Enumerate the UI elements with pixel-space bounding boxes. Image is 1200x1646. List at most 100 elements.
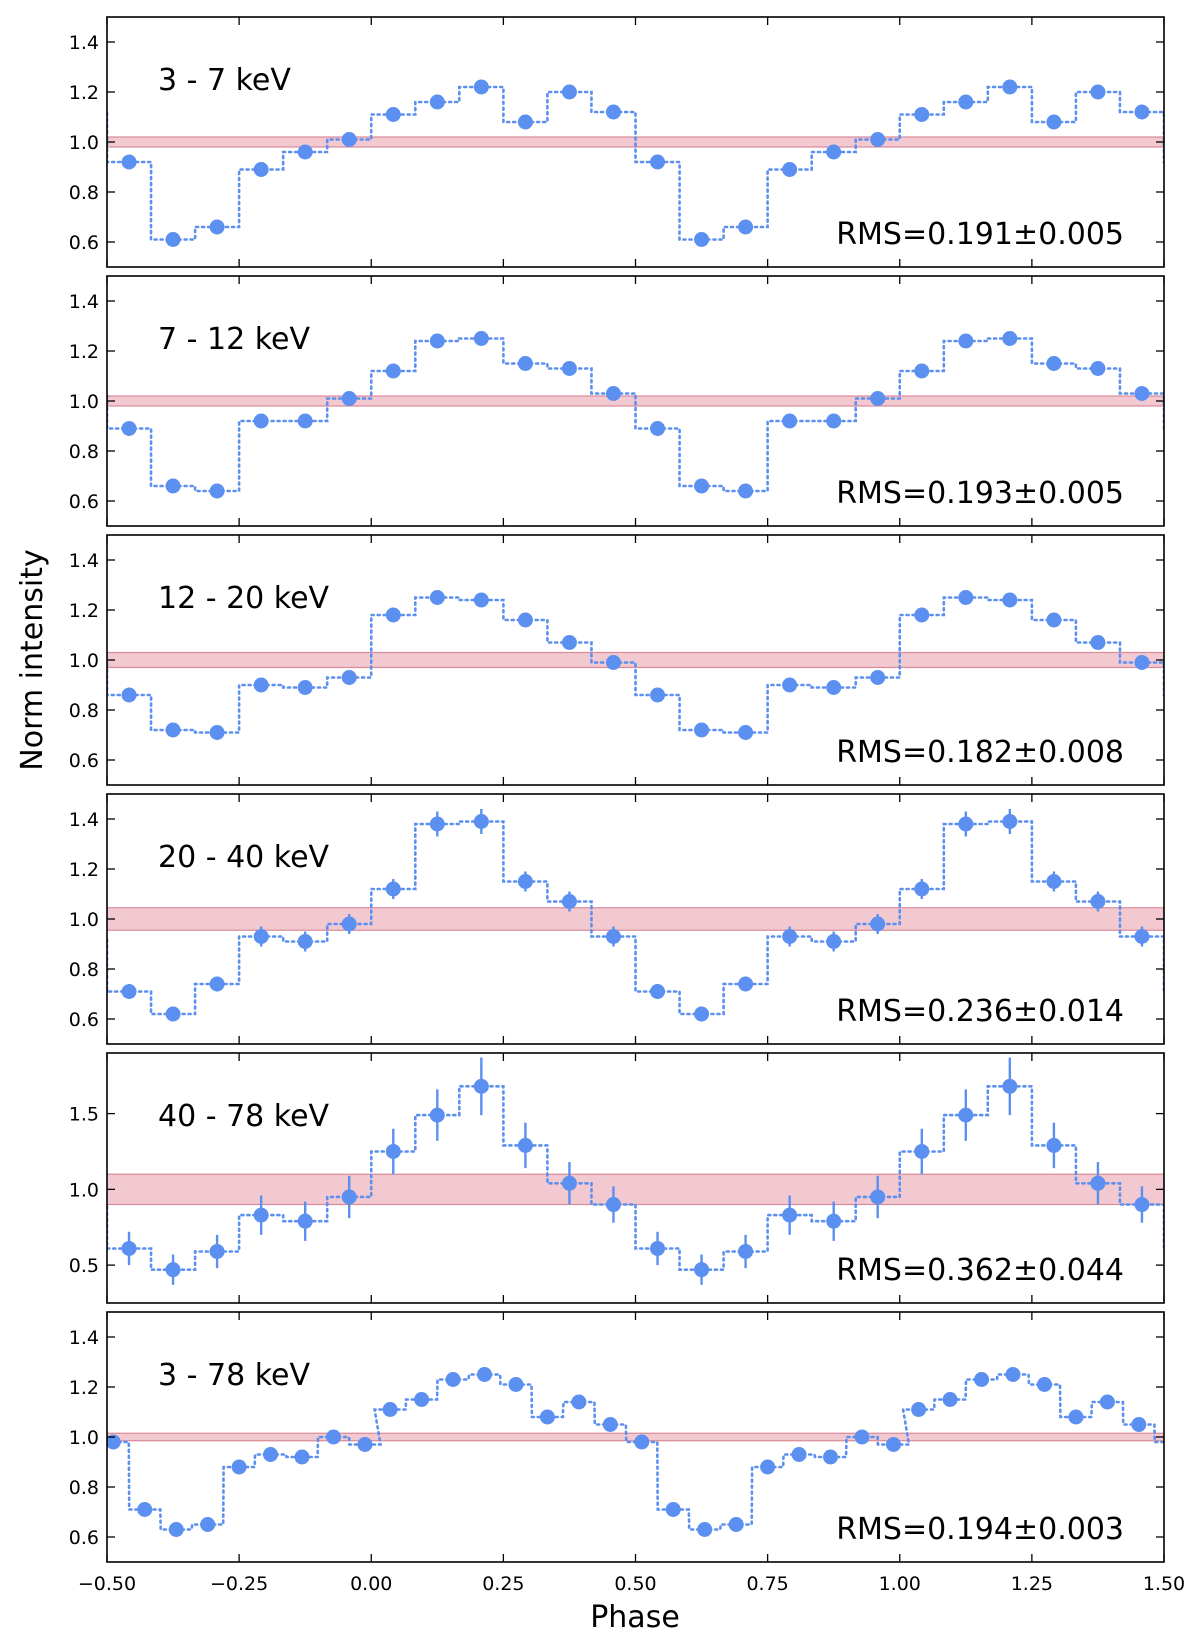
plot-area xyxy=(107,809,1164,1022)
energy-band-label: 40 - 78 keV xyxy=(158,1099,330,1134)
data-point-10 xyxy=(253,929,269,944)
y-tick-label: 0.6 xyxy=(69,1527,99,1549)
constant-band xyxy=(107,1173,1164,1206)
y-tick-label: 1.0 xyxy=(69,1427,99,1449)
data-point-2 xyxy=(942,1392,958,1407)
x-axis-title: Phase xyxy=(590,1600,680,1635)
rms-label: RMS=0.362±0.044 xyxy=(836,1253,1124,1288)
data-point-2 xyxy=(958,816,974,832)
data-point-7 xyxy=(1099,1394,1115,1410)
y-tick-label: 1.2 xyxy=(69,82,99,104)
data-point-4 xyxy=(1046,874,1062,889)
data-point-5 xyxy=(1090,361,1106,376)
data-point-1 xyxy=(911,1402,927,1417)
data-point-6 xyxy=(1068,1409,1084,1425)
data-point-1 xyxy=(385,1143,401,1159)
data-point-9 xyxy=(738,1243,754,1259)
data-point-3 xyxy=(1002,79,1018,95)
data-point-12 xyxy=(870,1189,886,1205)
data-point-15 xyxy=(294,1449,310,1465)
data-point-2 xyxy=(429,1107,445,1123)
data-point-8 xyxy=(165,478,181,494)
rms-label: RMS=0.193±0.005 xyxy=(836,476,1124,511)
data-point-10 xyxy=(253,677,269,693)
rms-label: RMS=0.191±0.005 xyxy=(836,217,1124,252)
data-point-3 xyxy=(473,592,489,608)
plot-area xyxy=(107,590,1164,740)
data-point-6 xyxy=(605,655,621,670)
panels-group: 0.6 0.8 1.0 1.2 1.4 3 - 7 keV RMS=0.191±0.005 0… xyxy=(69,16,1185,1595)
x-tick-label: −0.50 xyxy=(78,1573,136,1595)
data-point-12 xyxy=(341,670,357,685)
data-point-8 xyxy=(165,722,181,738)
y-tick-label: 1.0 xyxy=(69,132,99,154)
y-axis-title: Norm intensity xyxy=(15,549,50,770)
data-point-7 xyxy=(121,1240,137,1256)
data-point-7 xyxy=(650,687,666,703)
data-point-1 xyxy=(385,363,401,379)
data-point-4 xyxy=(517,1137,533,1153)
data-point-1 xyxy=(914,363,930,379)
data-point-10 xyxy=(782,929,798,944)
data-point-5 xyxy=(1090,894,1106,909)
data-point-6 xyxy=(605,929,621,944)
panel-2: 0.6 0.8 1.0 1.2 1.4 7 - 12 keV RMS=0.193±0.005 xyxy=(69,275,1165,527)
data-point-12 xyxy=(341,391,357,406)
data-point-12 xyxy=(870,916,886,932)
data-point-4 xyxy=(1005,1367,1021,1382)
data-point-10 xyxy=(665,1502,681,1517)
data-point-8 xyxy=(694,478,710,494)
panel-1: 0.6 0.8 1.0 1.2 1.4 3 - 7 keV RMS=0.191±0.005 xyxy=(69,16,1165,268)
y-tick-label: 0.8 xyxy=(69,182,99,204)
data-point-2 xyxy=(958,333,974,349)
energy-band-label: 3 - 78 keV xyxy=(158,1358,310,1393)
data-point-7 xyxy=(571,1394,587,1410)
rms-label: RMS=0.236±0.014 xyxy=(836,994,1124,1029)
y-tick-label: 1.2 xyxy=(69,600,99,622)
y-tick-label: 1.4 xyxy=(69,32,99,54)
data-point-13 xyxy=(231,1459,247,1475)
data-point-8 xyxy=(165,232,181,247)
data-point-9 xyxy=(738,483,754,499)
x-tick-label: 1.00 xyxy=(879,1573,921,1595)
data-point-8 xyxy=(694,1006,710,1022)
data-point-10 xyxy=(782,413,798,429)
y-tick-label: 1.0 xyxy=(69,391,99,413)
data-point-7 xyxy=(650,1240,666,1256)
plot-area xyxy=(107,331,1164,499)
data-point-3 xyxy=(974,1372,990,1387)
y-tick-label: 1.2 xyxy=(69,341,99,363)
data-point-7 xyxy=(121,984,137,999)
data-point-6 xyxy=(605,386,621,401)
rms-label: RMS=0.182±0.008 xyxy=(836,735,1124,770)
profile-step-line xyxy=(107,596,1164,734)
data-point-5 xyxy=(561,361,577,376)
data-point-8 xyxy=(165,1262,181,1278)
data-point-1 xyxy=(385,881,401,897)
data-point-4 xyxy=(1046,114,1062,130)
data-point-8 xyxy=(694,722,710,738)
data-point-2 xyxy=(958,1107,974,1123)
energy-band-label: 3 - 7 keV xyxy=(158,63,291,98)
data-point-3 xyxy=(473,814,489,829)
data-point-15 xyxy=(823,1449,839,1465)
data-point-9 xyxy=(107,1434,121,1450)
data-point-3 xyxy=(1002,1078,1018,1094)
data-point-5 xyxy=(1090,1175,1106,1191)
data-point-9 xyxy=(209,976,225,992)
data-point-5 xyxy=(561,894,577,909)
data-point-11 xyxy=(826,680,842,695)
data-point-3 xyxy=(445,1372,461,1387)
energy-band-label: 7 - 12 keV xyxy=(158,322,310,357)
data-point-2 xyxy=(958,94,974,110)
data-point-16 xyxy=(854,1429,870,1445)
panel-6: 0.6 0.8 1.0 1.2 1.4 3 - 78 keV RMS=0.194±0.003 xyxy=(69,1311,1165,1563)
data-point-11 xyxy=(697,1522,713,1537)
data-point-11 xyxy=(297,1213,313,1229)
data-point-3 xyxy=(473,79,489,95)
data-point-4 xyxy=(1046,356,1062,371)
data-point-5 xyxy=(1090,84,1106,100)
data-point-8 xyxy=(602,1417,618,1432)
data-point-6 xyxy=(1134,104,1150,120)
